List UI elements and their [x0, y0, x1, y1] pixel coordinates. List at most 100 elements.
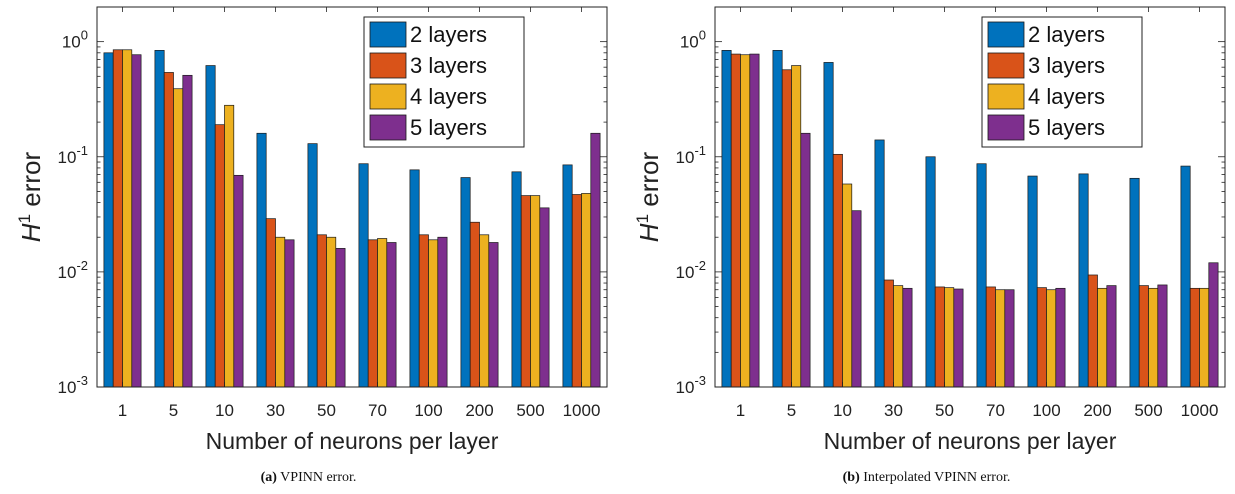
chart-a-bar-s2-10	[205, 65, 216, 388]
chart-b-xtick-label-100: 100	[1032, 401, 1060, 420]
chart-a-legend-swatch-4	[369, 83, 407, 110]
chart-panel-b: 100 10-1 10-2 10-3 1 5 10 30 50 70 100 200 500 1000 Nu…	[618, 0, 1235, 470]
chart-a-bar-s5-500	[539, 207, 550, 388]
chart-b-bar-s4-30	[893, 285, 904, 388]
chart-a-ytick-label: 10-2	[58, 258, 88, 282]
chart-a-ylabel: H1 error	[15, 151, 46, 242]
chart-a-xtick-label-5: 5	[169, 401, 178, 420]
chart-a-bar-s2-200	[460, 177, 471, 388]
chart-b-xtick-label-500: 500	[1134, 401, 1162, 420]
chart-a-legend: 2 layers 3 layers 4 layers 5 layers	[363, 16, 525, 148]
chart-a-bar-s2-100	[409, 169, 420, 388]
chart-a-bar-s4-30	[275, 236, 286, 388]
chart-a-bar-s5-30	[284, 239, 295, 388]
chart-a-xtick-label-500: 500	[516, 401, 544, 420]
chart-b-bar-s2-50	[925, 156, 936, 388]
chart-a-bar-s4-10	[224, 104, 235, 388]
chart-a-bar-s3-200	[469, 221, 480, 388]
chart-b-legend-label-4: 4 layers	[1028, 84, 1105, 109]
chart-b-bar-s3-70	[985, 286, 996, 388]
chart-a-bar-s4-70	[377, 238, 388, 388]
chart-a-xtick-label-70: 70	[368, 401, 387, 420]
chart-b-bar-s5-5	[800, 132, 811, 388]
chart-a-bar-s2-5	[154, 50, 165, 388]
chart-b-xtick-label-200: 200	[1083, 401, 1111, 420]
chart-b-xtick-label-10: 10	[833, 401, 852, 420]
caption-b: (b) Interpolated VPINN error.	[618, 470, 1235, 486]
chart-a-bar-s5-100	[437, 236, 448, 388]
chart-b-bar-s3-1	[730, 53, 741, 388]
chart-a-xlabel: Number of neurons per layer	[206, 428, 499, 454]
chart-b-legend-swatch-4	[987, 83, 1025, 110]
chart-a-legend-swatch-5	[369, 114, 407, 141]
chart-a-bar-s5-5	[182, 74, 193, 388]
caption-b-label: (b)	[842, 470, 860, 485]
chart-b-bar-s3-50	[934, 286, 945, 388]
chart-b-ytick-label: 100	[680, 28, 706, 52]
chart-a-bar-s5-70	[386, 242, 397, 388]
chart-b-bar-s4-10	[842, 183, 853, 388]
chart-b-bar-s5-1000	[1208, 262, 1219, 388]
chart-b-legend: 2 layers 3 layers 4 layers 5 layers	[981, 16, 1143, 148]
chart-a-legend-swatch-3	[369, 52, 407, 79]
chart-a-bar-s3-50	[316, 234, 327, 388]
chart-a-bar-s5-1000	[590, 132, 601, 388]
chart-a-xtick-label-1000: 1000	[563, 401, 601, 420]
chart-b-bar-s5-50	[953, 288, 964, 388]
chart-a-bar-s5-1	[131, 54, 142, 388]
chart-a-legend-label-2: 2 layers	[410, 22, 487, 47]
chart-b-xtick-label-30: 30	[884, 401, 903, 420]
chart-b-bar-s3-5	[781, 69, 792, 388]
chart-a-bar-s3-30	[265, 218, 276, 388]
chart-b-bar-s3-200	[1087, 274, 1098, 388]
chart-b-xtick-label-70: 70	[986, 401, 1005, 420]
chart-b-bar-s2-1	[721, 50, 732, 388]
chart-a-bar-s4-200	[479, 234, 490, 388]
chart-b-legend-swatch-3	[987, 52, 1025, 79]
chart-b-bar-s2-200	[1078, 173, 1089, 388]
chart-a-ytick-label: 10-1	[58, 143, 88, 167]
chart-b-bar-s5-100	[1055, 287, 1066, 388]
chart-a-xtick-label-10: 10	[215, 401, 234, 420]
chart-a-plot: 100 10-1 10-2 10-3 1 5 10 30 50 70 100 200 500 1000	[58, 6, 608, 420]
chart-b-bar-s2-5	[772, 50, 783, 388]
chart-a-xtick-label-200: 200	[465, 401, 493, 420]
chart-a-bar-s4-500	[530, 195, 541, 388]
chart-a-xtick-label-100: 100	[414, 401, 442, 420]
chart-b-legend-label-3: 3 layers	[1028, 53, 1105, 78]
chart-b-bar-s5-1	[749, 53, 760, 388]
caption-b-text: Interpolated VPINN error.	[863, 470, 1011, 485]
chart-b-bar-s4-200	[1097, 287, 1108, 388]
chart-panel-a: 100 10-1 10-2 10-3 1 5 10 30 50 70 100 200 500 1000 Nu…	[0, 0, 617, 470]
chart-b-xtick-label-5: 5	[787, 401, 796, 420]
chart-b-ytick-label: 10-2	[676, 258, 706, 282]
chart-b-bar-s3-1000	[1189, 287, 1200, 388]
chart-b-legend-label-5: 5 layers	[1028, 115, 1105, 140]
chart-a-bar-s2-1	[103, 52, 114, 388]
chart-b-bar-s3-10	[832, 153, 843, 388]
chart-a-legend-swatch-2	[369, 21, 407, 48]
chart-b-bar-s4-500	[1148, 287, 1159, 388]
chart-a-bar-s4-100	[428, 239, 439, 388]
chart-b-bar-s2-10	[823, 62, 834, 388]
chart-b-legend-label-2: 2 layers	[1028, 22, 1105, 47]
chart-a-bar-s3-10	[214, 124, 225, 388]
chart-a-xtick-label-1: 1	[118, 401, 127, 420]
chart-b-bar-s2-500	[1129, 177, 1140, 388]
chart-a-bar-s3-500	[520, 195, 531, 388]
chart-a-bar-s5-10	[233, 174, 244, 388]
chart-a-legend-label-4: 4 layers	[410, 84, 487, 109]
chart-a-bar-s2-50	[307, 143, 318, 388]
chart-b-bar-s2-1000	[1180, 165, 1191, 388]
caption-a: (a) VPINN error.	[0, 470, 617, 486]
chart-b-bar-s4-70	[995, 289, 1006, 388]
chart-a-bar-s4-50	[326, 236, 337, 388]
chart-b-bar-s5-10	[851, 210, 862, 388]
chart-b-bar-s4-1000	[1199, 287, 1210, 388]
chart-a-xtick-label-50: 50	[317, 401, 336, 420]
chart-b-bar-s4-1	[740, 54, 751, 388]
chart-b-xtick-label-1: 1	[736, 401, 745, 420]
chart-b-bar-s5-500	[1157, 284, 1168, 388]
chart-a-xtick-label-30: 30	[266, 401, 285, 420]
chart-b-xlabel: Number of neurons per layer	[824, 428, 1117, 454]
